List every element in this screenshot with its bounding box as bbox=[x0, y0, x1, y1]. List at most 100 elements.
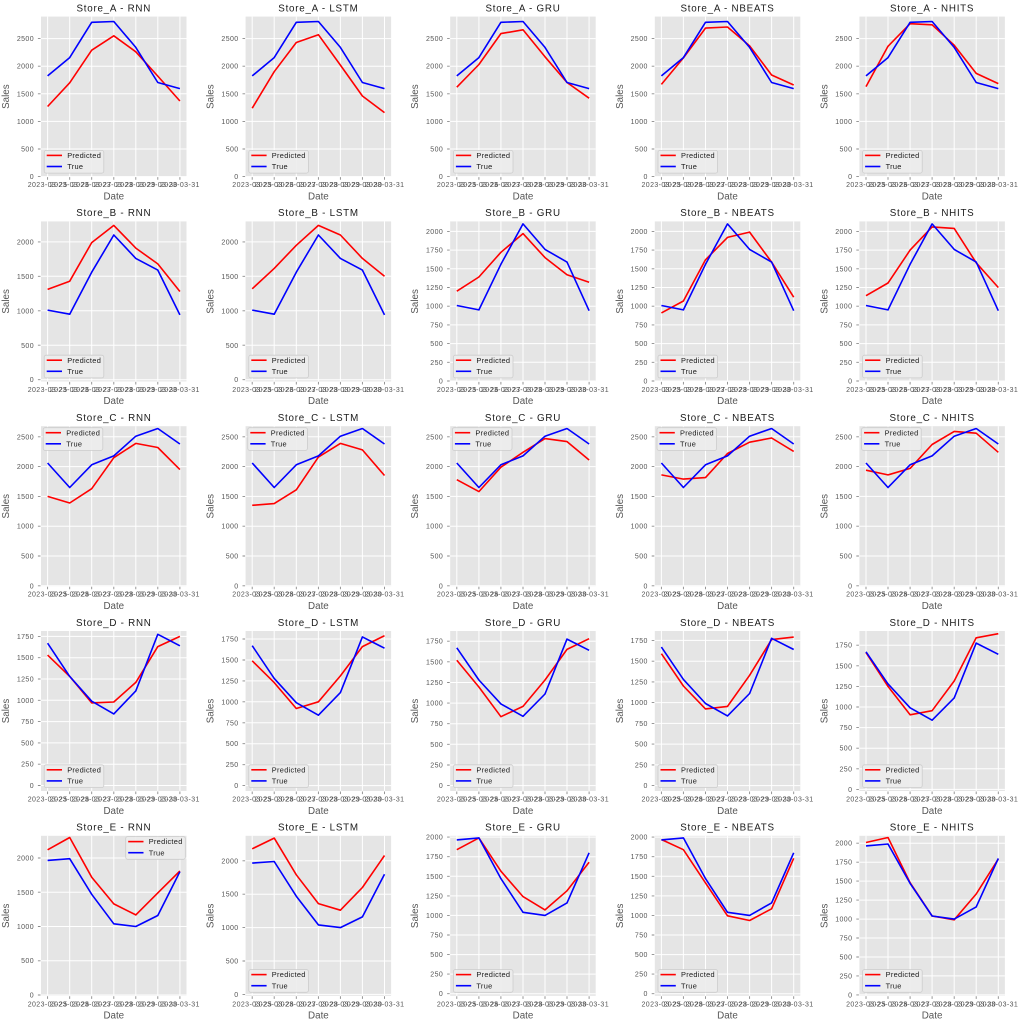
svg-text:2023-03-26: 2023-03-26 bbox=[868, 387, 908, 394]
svg-text:2023-03-31: 2023-03-31 bbox=[774, 592, 814, 599]
svg-text:2023-03-27: 2023-03-27 bbox=[72, 1001, 112, 1008]
svg-text:2023-03-26: 2023-03-26 bbox=[254, 387, 294, 394]
svg-text:Date: Date bbox=[308, 806, 329, 817]
svg-text:500: 500 bbox=[21, 343, 34, 350]
svg-text:Date: Date bbox=[717, 396, 738, 407]
svg-text:Date: Date bbox=[717, 601, 738, 612]
svg-text:2023-03-29: 2023-03-29 bbox=[525, 387, 565, 394]
svg-text:2023-03-26: 2023-03-26 bbox=[254, 1001, 294, 1008]
svg-text:2023-03-29: 2023-03-29 bbox=[116, 182, 156, 189]
svg-text:Store_A - GRU: Store_A - GRU bbox=[485, 3, 560, 14]
svg-text:True: True bbox=[886, 981, 902, 990]
svg-text:Date: Date bbox=[513, 1011, 534, 1022]
svg-text:2023-03-31: 2023-03-31 bbox=[978, 797, 1018, 804]
svg-text:True: True bbox=[886, 777, 902, 786]
svg-text:1000: 1000 bbox=[17, 524, 34, 531]
svg-text:2023-03-28: 2023-03-28 bbox=[503, 797, 543, 804]
svg-text:Store_D - GRU: Store_D - GRU bbox=[485, 618, 561, 629]
svg-text:0: 0 bbox=[644, 174, 648, 181]
svg-text:Sales: Sales bbox=[819, 84, 830, 109]
svg-text:1500: 1500 bbox=[221, 658, 238, 665]
svg-text:2023-03-27: 2023-03-27 bbox=[686, 797, 726, 804]
svg-text:1000: 1000 bbox=[221, 925, 238, 932]
svg-text:2023-03-25: 2023-03-25 bbox=[232, 592, 272, 599]
svg-text:Sales: Sales bbox=[615, 84, 626, 109]
svg-text:2023-03-31: 2023-03-31 bbox=[365, 1001, 405, 1008]
svg-text:Predicted: Predicted bbox=[681, 151, 715, 160]
svg-text:1000: 1000 bbox=[221, 524, 238, 531]
svg-text:2000: 2000 bbox=[17, 464, 34, 471]
svg-text:Predicted: Predicted bbox=[886, 765, 920, 774]
svg-text:2023-03-31: 2023-03-31 bbox=[774, 387, 814, 394]
svg-text:Predicted: Predicted bbox=[475, 428, 509, 437]
svg-text:2023-03-27: 2023-03-27 bbox=[276, 1001, 316, 1008]
svg-text:1750: 1750 bbox=[426, 854, 443, 861]
svg-text:2000: 2000 bbox=[835, 229, 852, 236]
svg-text:2000: 2000 bbox=[426, 64, 443, 71]
svg-text:2023-03-30: 2023-03-30 bbox=[752, 592, 792, 599]
svg-text:0: 0 bbox=[30, 783, 34, 790]
svg-text:2023-03-31: 2023-03-31 bbox=[365, 797, 405, 804]
svg-text:1500: 1500 bbox=[835, 663, 852, 670]
svg-text:1500: 1500 bbox=[426, 659, 443, 666]
svg-text:2023-03-30: 2023-03-30 bbox=[752, 797, 792, 804]
svg-text:2023-03-28: 2023-03-28 bbox=[94, 797, 134, 804]
svg-text:2023-03-25: 2023-03-25 bbox=[28, 387, 68, 394]
svg-text:1000: 1000 bbox=[835, 705, 852, 712]
svg-text:2023-03-27: 2023-03-27 bbox=[72, 387, 112, 394]
svg-text:2023-03-27: 2023-03-27 bbox=[481, 592, 521, 599]
svg-text:2023-03-26: 2023-03-26 bbox=[50, 797, 90, 804]
svg-text:1000: 1000 bbox=[631, 913, 648, 920]
svg-text:2023-03-29: 2023-03-29 bbox=[320, 182, 360, 189]
svg-text:1250: 1250 bbox=[631, 285, 648, 292]
svg-text:2023-03-31: 2023-03-31 bbox=[774, 797, 814, 804]
svg-text:2023-03-26: 2023-03-26 bbox=[50, 1001, 90, 1008]
svg-text:2023-03-30: 2023-03-30 bbox=[956, 797, 996, 804]
svg-text:2023-03-28: 2023-03-28 bbox=[94, 592, 134, 599]
svg-text:250: 250 bbox=[840, 360, 853, 367]
svg-text:250: 250 bbox=[635, 762, 648, 769]
svg-text:500: 500 bbox=[21, 147, 34, 154]
svg-text:Predicted: Predicted bbox=[886, 151, 920, 160]
svg-text:True: True bbox=[272, 162, 288, 171]
svg-text:Date: Date bbox=[308, 1011, 329, 1022]
svg-text:1750: 1750 bbox=[835, 860, 852, 867]
svg-text:2023-03-29: 2023-03-29 bbox=[730, 1001, 770, 1008]
svg-text:0: 0 bbox=[234, 377, 238, 384]
svg-text:1500: 1500 bbox=[17, 91, 34, 98]
svg-text:500: 500 bbox=[840, 746, 853, 753]
svg-text:500: 500 bbox=[635, 554, 648, 561]
svg-text:2023-03-27: 2023-03-27 bbox=[686, 592, 726, 599]
svg-text:2023-03-30: 2023-03-30 bbox=[342, 182, 382, 189]
svg-text:Predicted: Predicted bbox=[476, 151, 510, 160]
svg-text:1000: 1000 bbox=[631, 119, 648, 126]
svg-text:2023-03-25: 2023-03-25 bbox=[232, 1001, 272, 1008]
svg-text:2023-03-26: 2023-03-26 bbox=[868, 797, 908, 804]
svg-text:2023-03-28: 2023-03-28 bbox=[503, 1001, 543, 1008]
svg-text:2023-03-25: 2023-03-25 bbox=[437, 797, 477, 804]
svg-text:2023-03-27: 2023-03-27 bbox=[890, 592, 930, 599]
svg-text:1500: 1500 bbox=[426, 874, 443, 881]
svg-text:Sales: Sales bbox=[819, 494, 830, 519]
svg-text:0: 0 bbox=[644, 583, 648, 590]
svg-text:1750: 1750 bbox=[835, 643, 852, 650]
svg-text:2023-03-29: 2023-03-29 bbox=[730, 592, 770, 599]
svg-text:1250: 1250 bbox=[426, 285, 443, 292]
svg-text:2023-03-31: 2023-03-31 bbox=[978, 592, 1018, 599]
svg-text:Sales: Sales bbox=[1, 84, 12, 109]
svg-text:500: 500 bbox=[840, 955, 853, 962]
svg-text:750: 750 bbox=[840, 322, 853, 329]
svg-text:Predicted: Predicted bbox=[272, 356, 306, 365]
svg-text:2000: 2000 bbox=[426, 835, 443, 842]
svg-text:2023-03-27: 2023-03-27 bbox=[890, 387, 930, 394]
svg-text:2023-03-27: 2023-03-27 bbox=[481, 1001, 521, 1008]
svg-text:2023-03-31: 2023-03-31 bbox=[978, 182, 1018, 189]
svg-text:500: 500 bbox=[635, 952, 648, 959]
svg-text:Store_C - RNN: Store_C - RNN bbox=[76, 413, 152, 424]
svg-text:2023-03-30: 2023-03-30 bbox=[547, 1001, 587, 1008]
svg-text:True: True bbox=[272, 777, 288, 786]
svg-text:750: 750 bbox=[430, 933, 443, 940]
svg-text:2500: 2500 bbox=[631, 434, 648, 441]
svg-text:1500: 1500 bbox=[426, 266, 443, 273]
svg-text:0: 0 bbox=[439, 583, 443, 590]
